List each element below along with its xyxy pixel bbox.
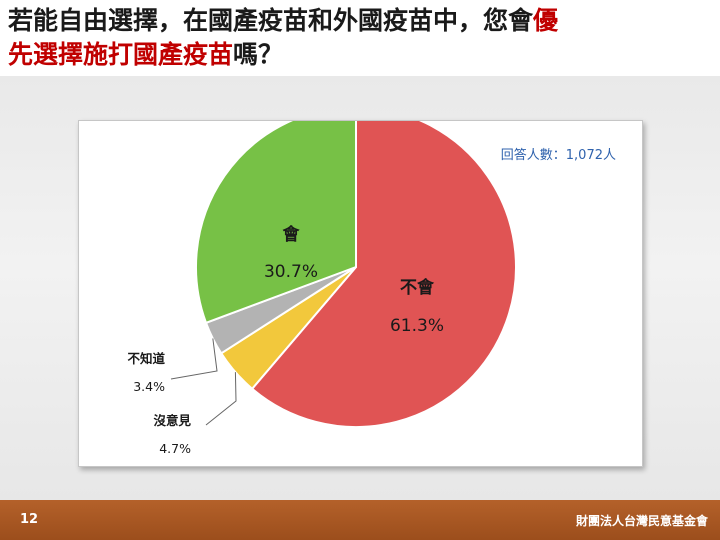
title-line-2-accent: 先選擇施打國產疫苗: [8, 40, 234, 69]
title-line-2: 先選擇施打國產疫苗嗎？: [8, 38, 714, 72]
slice-label-2: 不知道: [127, 351, 165, 366]
pie-slice-3: [195, 121, 357, 325]
slice-label-3: 會: [282, 224, 301, 245]
pie-chart-panel: 不會 61.3% 沒意見 4.7% 不知道 3.4% 會 30.7% 回答人數：1,072人: [78, 120, 643, 467]
slice-label-0: 不會: [400, 277, 435, 298]
respondent-count: 回答人數：1,072人: [501, 147, 616, 163]
title-line-1-accent: 優: [533, 6, 559, 35]
pie-chart: 不會 61.3% 沒意見 4.7% 不知道 3.4% 會 30.7% 回答人數：1,072人: [127, 121, 616, 456]
page-number: 12: [20, 512, 39, 527]
leader-line-2: [170, 338, 218, 380]
leader-line-1: [205, 372, 237, 426]
footer-bar: 12 財團法人台灣民意基金會: [0, 500, 720, 540]
title-line-1: 若能自由選擇，在國產疫苗和外國疫苗中，您會優: [8, 4, 714, 38]
slice-value-0: 61.3%: [390, 316, 444, 336]
slide-title: 若能自由選擇，在國產疫苗和外國疫苗中，您會優 先選擇施打國產疫苗嗎？: [8, 4, 714, 72]
slice-value-2: 3.4%: [133, 379, 165, 394]
slice-label-1: 沒意見: [153, 413, 191, 428]
organization-name: 財團法人台灣民意基金會: [575, 514, 708, 528]
title-line-2-text: 嗎？: [233, 40, 284, 69]
slice-value-1: 4.7%: [159, 441, 191, 456]
slice-value-3: 30.7%: [264, 262, 318, 282]
title-line-1-text: 若能自由選擇，在國產疫苗和外國疫苗中，您會: [8, 6, 534, 35]
pie-slice-0: [250, 121, 517, 428]
